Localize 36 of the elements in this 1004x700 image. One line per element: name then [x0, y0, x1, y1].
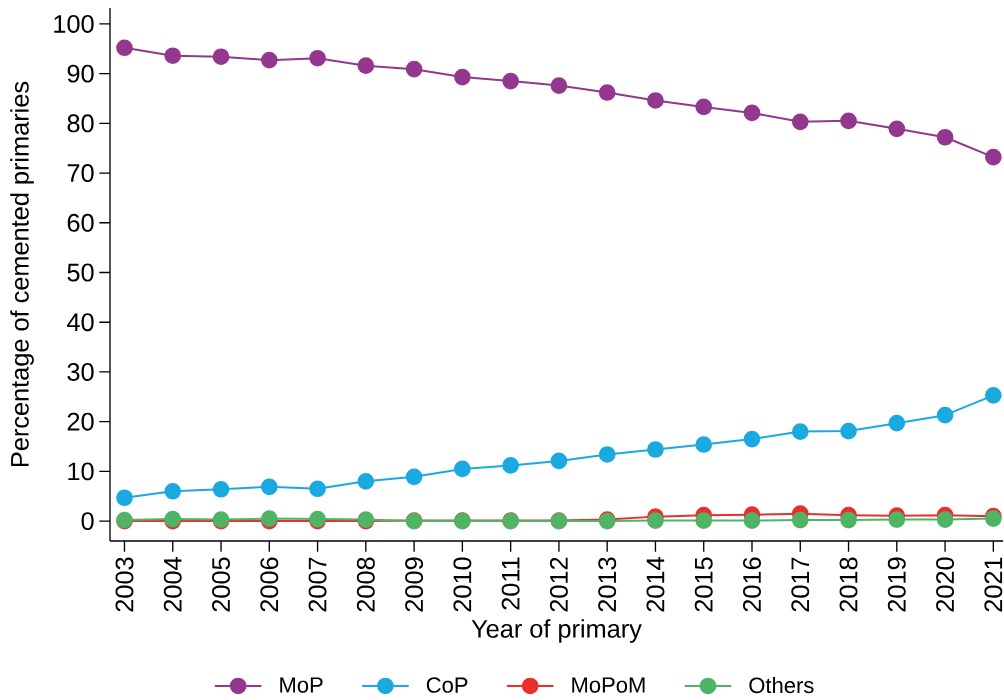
y-tick-label: 60 — [67, 213, 94, 232]
x-tick-label: 2015 — [694, 557, 713, 612]
x-tick-label: 2006 — [260, 557, 279, 612]
legend-label: MoP — [280, 677, 323, 693]
legend-label: MoPoM — [572, 677, 645, 693]
x-tick-label: 2005 — [212, 557, 230, 612]
y-tick-label: 70 — [67, 164, 94, 183]
x-axis-title: Year of primary — [471, 619, 642, 643]
x-tick-label: 2004 — [163, 557, 182, 612]
y-tick-label: 90 — [67, 64, 94, 83]
x-tick-label: 2020 — [936, 557, 955, 612]
y-tick-label: 80 — [67, 114, 94, 133]
x-tick-label: 2007 — [308, 557, 327, 612]
x-tick-label: 2021 — [984, 557, 1003, 612]
y-tick-label: 100 — [54, 14, 94, 33]
x-tick-label: 2016 — [743, 557, 761, 612]
y-tick-label: 40 — [67, 313, 94, 332]
x-tick-label: 2010 — [453, 557, 472, 612]
x-tick-label: 2003 — [115, 557, 134, 612]
x-tick-label: 2009 — [405, 557, 424, 612]
y-tick-label: 10 — [68, 462, 94, 481]
y-tick-label: 50 — [67, 263, 94, 282]
x-tick-label: 2013 — [598, 557, 617, 612]
y-tick-label: 30 — [67, 362, 94, 381]
x-tick-label: 2011 — [501, 557, 520, 610]
x-tick-label: 2008 — [356, 557, 375, 612]
x-tick-label: 2014 — [646, 557, 665, 612]
x-tick-label: 2019 — [887, 557, 906, 612]
y-axis-title: Percentage of cemented primaries — [10, 81, 34, 467]
x-tick-label: 2012 — [549, 557, 568, 612]
y-tick-label: 0 — [81, 512, 94, 531]
legend-label: CoP — [426, 677, 468, 693]
y-tick-label: 20 — [67, 412, 94, 431]
x-tick-label: 2017 — [791, 557, 810, 612]
x-tick-label: 2018 — [839, 557, 858, 612]
legend-label: Others — [749, 677, 814, 694]
